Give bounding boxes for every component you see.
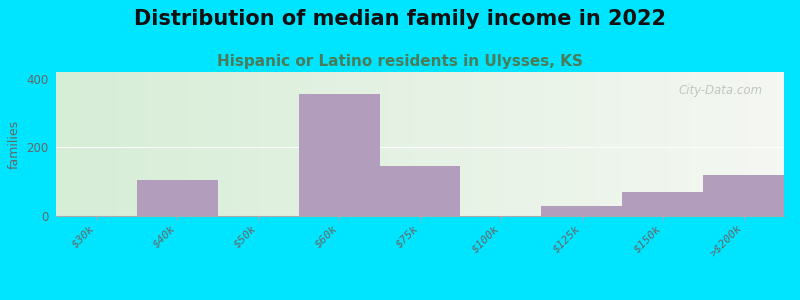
Bar: [298, 94, 379, 216]
Bar: [137, 180, 218, 216]
Bar: [379, 166, 461, 216]
Bar: [622, 192, 703, 216]
Bar: [703, 175, 784, 216]
Text: Distribution of median family income in 2022: Distribution of median family income in …: [134, 9, 666, 29]
Bar: [542, 206, 622, 216]
Text: City-Data.com: City-Data.com: [678, 83, 762, 97]
Text: Hispanic or Latino residents in Ulysses, KS: Hispanic or Latino residents in Ulysses,…: [217, 54, 583, 69]
Y-axis label: families: families: [7, 119, 21, 169]
